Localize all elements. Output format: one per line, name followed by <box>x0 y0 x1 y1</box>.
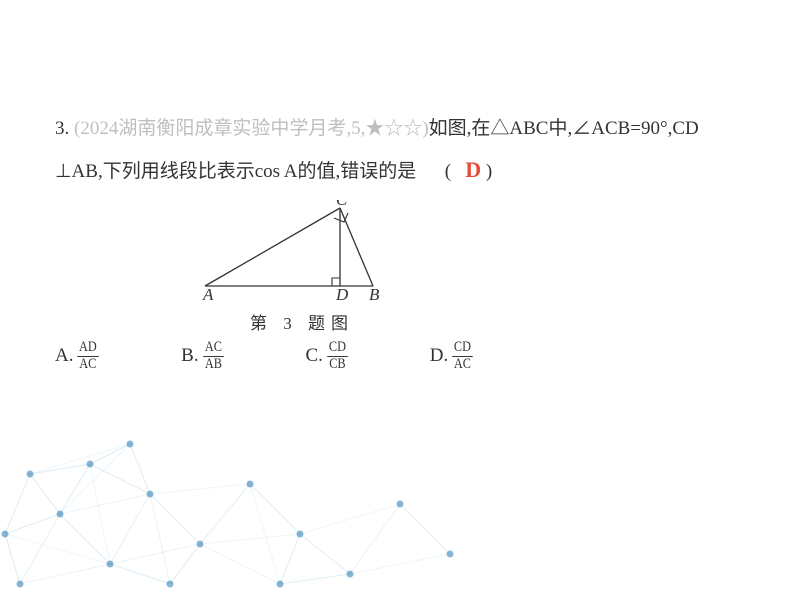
option-a: A. AD AC <box>55 340 101 373</box>
question-number: 3. <box>55 118 69 139</box>
option-c: C. CD CB <box>305 340 349 373</box>
option-d: D. CD AC <box>430 340 475 373</box>
option-a-den: AC <box>78 357 98 373</box>
option-a-frac: AD AC <box>78 340 99 373</box>
svg-text:B: B <box>369 285 380 300</box>
stem-part2: ⊥AB,下列用线段比表示cos A的值,错误的是 <box>55 161 416 182</box>
figure-caption: 第 3 题图 <box>250 309 739 334</box>
paren-close: ) <box>486 161 492 182</box>
svg-text:A: A <box>202 285 214 300</box>
background-decoration <box>0 434 794 594</box>
options-row: A. AD AC B. AC AB C. CD CB D. CD AC <box>55 340 739 373</box>
option-c-label: C. <box>305 345 322 367</box>
option-b-num: AC <box>203 340 223 357</box>
option-b-label: B. <box>181 345 198 367</box>
option-a-num: AD <box>78 340 99 357</box>
option-d-frac: CD AC <box>452 340 472 373</box>
option-c-num: CD <box>327 340 347 357</box>
stem-part1: 如图,在△ABC中,∠ACB=90°,CD <box>429 118 699 139</box>
option-b: B. AC AB <box>181 340 225 373</box>
answer-letter: D <box>465 157 481 182</box>
option-d-num: CD <box>452 340 472 357</box>
svg-text:C: C <box>336 200 348 209</box>
svg-text:D: D <box>335 285 349 300</box>
option-b-den: AB <box>203 357 223 373</box>
triangle-figure: A B C D <box>195 200 395 300</box>
page-content: 3. (2024湖南衡阳成章实验中学月考,5,★☆☆)如图,在△ABC中,∠AC… <box>0 0 794 373</box>
question-source: (2024湖南衡阳成章实验中学月考,5,★☆☆) <box>74 118 429 139</box>
option-b-frac: AC AB <box>203 340 223 373</box>
option-d-den: AC <box>452 357 472 373</box>
figure-block: A B C D <box>195 200 739 305</box>
question-text: 3. (2024湖南衡阳成章实验中学月考,5,★☆☆)如图,在△ABC中,∠AC… <box>55 110 739 192</box>
paren-open: ( <box>445 161 451 182</box>
option-c-frac: CD CB <box>327 340 347 373</box>
option-c-den: CB <box>327 357 347 373</box>
option-d-label: D. <box>430 345 448 367</box>
option-a-label: A. <box>55 345 73 367</box>
